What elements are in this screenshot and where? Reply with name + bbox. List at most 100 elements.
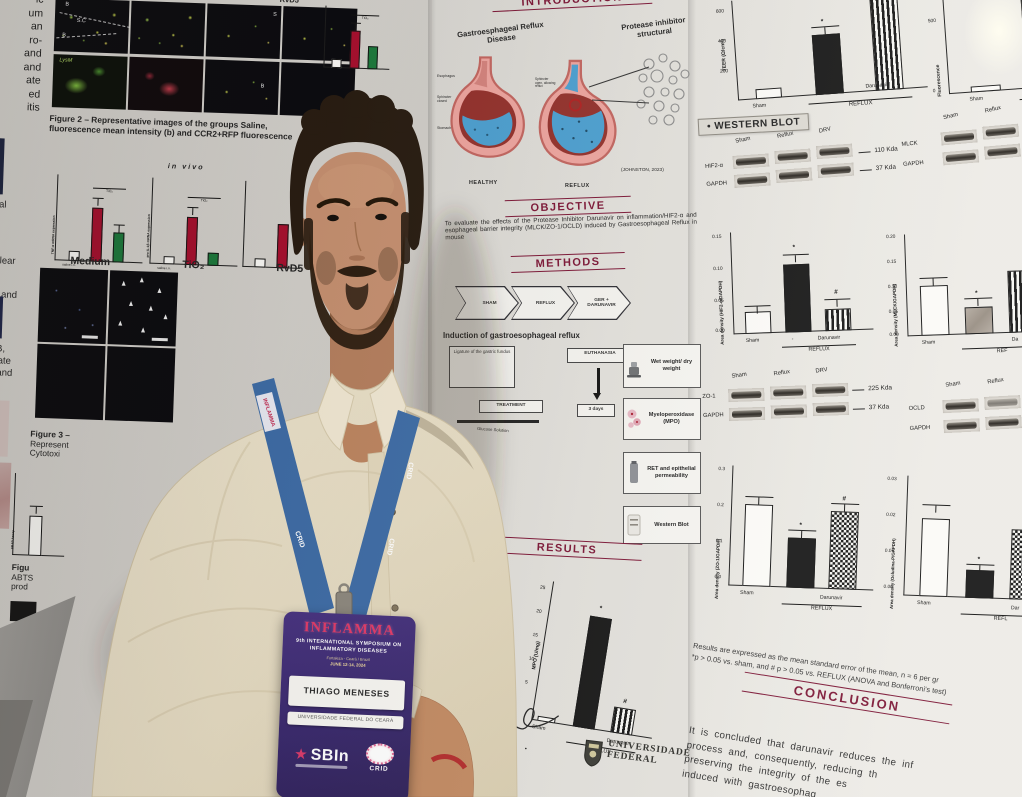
assay-label: Wet weight/ dry weight <box>650 359 693 372</box>
bar-sham <box>919 284 950 336</box>
group-reflux: REFLUX <box>781 603 862 614</box>
bar-sham <box>919 518 950 598</box>
ytick: 20 <box>535 609 542 615</box>
il1b-chart: pro IL-1β mRNA expression TiO₂ saline i.… <box>146 177 241 270</box>
micro-cell <box>205 3 282 60</box>
bar-reflux <box>965 569 995 599</box>
down-arrow-line <box>597 368 600 394</box>
panel-letter: b <box>481 697 487 708</box>
sbin-logo-text: SBIn <box>310 746 350 765</box>
group-chevron-reflux: REFLUX <box>511 286 575 320</box>
bar-saline <box>163 256 175 265</box>
blot-lane <box>812 401 850 417</box>
fragment-5and: 5 and <box>0 367 13 379</box>
blot-lane <box>982 123 1020 140</box>
significance-star: * <box>792 244 796 252</box>
row-label: OCLD <box>908 405 925 412</box>
ytick: 25 <box>539 585 546 592</box>
abts-caption: Figu ABTS prod <box>10 562 34 593</box>
fragment-cal: cal <box>0 199 7 211</box>
in-vivo-label: in vivo <box>167 161 205 172</box>
fragment-lactate: lactate <box>0 354 12 367</box>
bar-reflux <box>786 537 816 589</box>
significance-star: * <box>974 289 978 298</box>
blot-band <box>773 407 805 416</box>
lane-header: DRV <box>818 126 832 135</box>
xlabel-sham: Sham <box>752 102 767 110</box>
group-chevron-sham: SHAM <box>455 286 519 320</box>
blot-lane <box>775 167 813 184</box>
blot-lane <box>770 385 807 400</box>
bar-reflux <box>964 306 994 335</box>
permeability-vial-icon <box>630 461 638 483</box>
error-bar <box>350 22 361 31</box>
group-reflux: REFLUX <box>808 96 913 111</box>
bar-sham <box>755 87 783 100</box>
significance-star: * <box>598 605 603 613</box>
xlabel-sham: Sham <box>969 95 984 103</box>
ligature-box: Ligature of the gastric fundus <box>449 346 515 388</box>
abts-line3: prod <box>10 581 28 592</box>
results-header: RESULTS <box>491 536 643 561</box>
blot-band <box>945 401 976 411</box>
error-bar <box>964 297 993 307</box>
chevron-label: GER + DARUNAVIR <box>587 298 616 308</box>
zo1-ylabel: Area density (ZO-1/GAPDH) <box>713 538 721 600</box>
blot-band <box>985 126 1016 137</box>
error-bar <box>92 197 104 206</box>
size-label: 225 Kda <box>868 384 893 393</box>
arrowhead-marker <box>148 305 153 311</box>
xlabel-darunavir: Darunavir <box>817 334 841 342</box>
xlabel-darunavir: Darunavir <box>819 594 843 602</box>
figure2-caption: Figure 2 – Representative images of the … <box>49 113 439 147</box>
partial-striped-bar <box>497 618 513 652</box>
row-label: MLCK <box>901 140 918 148</box>
sphincter-open-label: Sphincter open, allowing reflux <box>535 77 556 89</box>
lane-header: Reflux <box>984 105 1002 115</box>
conference-badge: INFLAMMA 9th INTERNATIONAL SYMPOSIUM ON … <box>276 611 416 797</box>
lane-header: Sham <box>942 111 959 122</box>
arrowhead-marker <box>121 280 126 286</box>
blot-band <box>777 151 808 161</box>
blot-band <box>987 146 1018 157</box>
assay-box-wet-weight: Wet weight/ dry weight <box>623 344 701 388</box>
lane-header: Sham <box>945 380 961 389</box>
ytick: 0 <box>932 89 936 95</box>
reflux-label: REFLUX <box>565 183 590 189</box>
pointer-lines <box>588 66 650 104</box>
partial-chart <box>242 180 304 269</box>
tnf-chart: TNF-α mRNA expression TiO₂ saline i.n. <box>51 174 146 267</box>
methods-header: METHODS <box>510 252 626 273</box>
ytick: 500 <box>927 18 937 25</box>
blot-lane <box>984 395 1021 410</box>
citation-label: (JOHNSTON, 2023) <box>621 168 664 173</box>
scale-bar <box>81 335 98 339</box>
xlabel-sham: Sham <box>739 589 754 597</box>
scale-bar <box>151 337 168 341</box>
down-arrow-head <box>593 393 601 400</box>
bar-darunavir <box>1007 269 1022 333</box>
blot-lane <box>943 418 980 434</box>
bar-sham <box>970 84 1001 93</box>
badge-name: THIAGO MENESES <box>303 685 390 699</box>
blot-lane <box>942 149 980 166</box>
sbin-logo: ★ SBIn <box>294 745 350 765</box>
error-bar <box>113 224 125 233</box>
ocld-density-chart: Area density (Ocludina-P/GAPDH) 0.03 0.0… <box>883 475 1022 624</box>
ytick: 0.2 <box>716 503 724 509</box>
bracket: TiO₂ <box>351 14 380 21</box>
chevron-label: SHAM <box>482 300 497 306</box>
blot-membrane-icon <box>627 514 641 536</box>
edge-pink-box <box>0 461 12 529</box>
significance-star: * <box>977 556 981 564</box>
bar-tio2 <box>90 207 104 262</box>
fragment-kb: kB, <box>0 343 6 355</box>
assay-box-mpo: Myeloperoxidase (MPO) <box>623 398 701 440</box>
micro-cell <box>203 59 280 115</box>
mlck-density-chart: Area density (MLCK/GAPDH) 0.20 0.15 0.10… <box>886 229 1022 356</box>
significance-star: * <box>799 521 803 529</box>
significance-star: * <box>820 18 824 26</box>
error-bar <box>830 502 860 512</box>
ytick: 0.00 <box>889 332 899 339</box>
